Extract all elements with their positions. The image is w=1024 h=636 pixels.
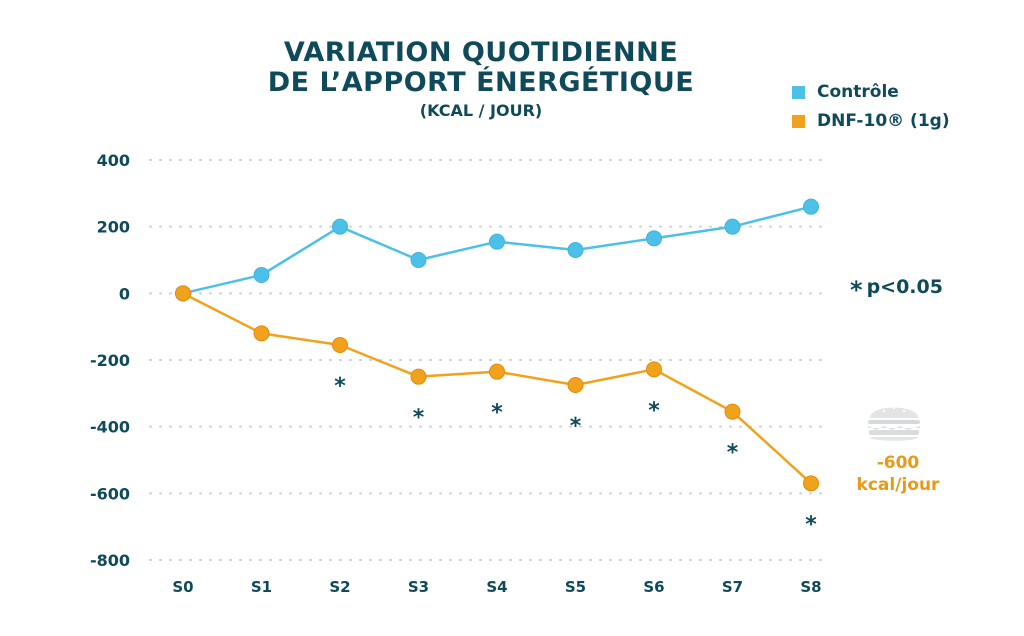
chart-title-line-2: DE L’APPORT ÉNERGÉTIQUE [267,67,695,98]
data-point-dnf [724,403,741,420]
series-line-control [182,205,812,295]
significance-star: * [413,406,425,431]
legend: Contrôle DNF-10® (1g) [792,78,950,136]
significance-star: * [491,401,503,426]
annotation-value: -600 [876,453,920,473]
chart-subtitle: (KCAL / JOUR) [419,101,543,120]
x-tick-label: S0 [172,578,193,596]
data-point-dnf [567,377,584,393]
x-tick-label: S1 [251,578,272,596]
data-point-control [646,230,662,247]
significance-note: * p<0.05 [850,276,943,304]
significance-note-text: p<0.05 [866,276,943,298]
legend-swatch-dnf [792,114,805,128]
x-tick-label: S5 [565,578,586,596]
data-point-control [567,242,584,258]
significance-star: * [805,512,817,537]
significance-star: * [727,441,739,466]
data-point-control [410,252,427,268]
annotation-kcal: -600 kcal/jour [848,452,948,496]
x-tick-label: S6 [643,578,664,596]
legend-swatch-control [792,85,805,99]
y-tick-label: 400 [97,151,130,170]
data-point-control [489,233,505,250]
data-point-dnf [646,361,662,378]
data-point-dnf [175,285,191,302]
y-tick-label: -400 [90,418,130,437]
data-point-dnf [489,363,505,380]
legend-item-control: Contrôle [792,78,950,106]
data-point-control [332,218,348,235]
burger-icon [868,406,920,441]
series-line-dnf [182,292,812,485]
data-point-dnf [332,337,348,353]
legend-label-control: Contrôle [817,82,899,102]
chart-title-line-1: VARIATION QUOTIDIENNE [283,37,679,68]
y-tick-label: 200 [97,218,130,237]
significance-star: * [570,414,582,439]
y-tick-label: -200 [90,351,130,370]
y-tick-label: -800 [90,551,130,570]
significance-star: * [334,374,346,399]
x-tick-label: S3 [408,578,429,596]
x-tick-label: S4 [486,578,507,596]
x-tick-label: S7 [722,578,743,596]
data-point-dnf [253,325,270,342]
x-tick-label: S8 [800,578,821,596]
legend-label-dnf: DNF-10® (1g) [817,111,950,131]
data-point-control [803,198,819,215]
y-tick-label: -600 [90,484,130,503]
data-point-dnf [410,368,427,385]
annotation-unit: kcal/jour [856,475,940,495]
data-point-control [253,267,270,283]
significance-star: * [648,398,660,423]
legend-item-dnf: DNF-10® (1g) [792,107,950,135]
significance-note-star: * [850,276,863,304]
y-tick-label: 0 [119,284,130,303]
chart-title-block: VARIATION QUOTIDIENNE DE L’APPORT ÉNERGÉ… [250,38,712,121]
data-point-control [724,218,741,235]
x-tick-label: S2 [329,578,350,596]
data-point-dnf [803,475,819,492]
